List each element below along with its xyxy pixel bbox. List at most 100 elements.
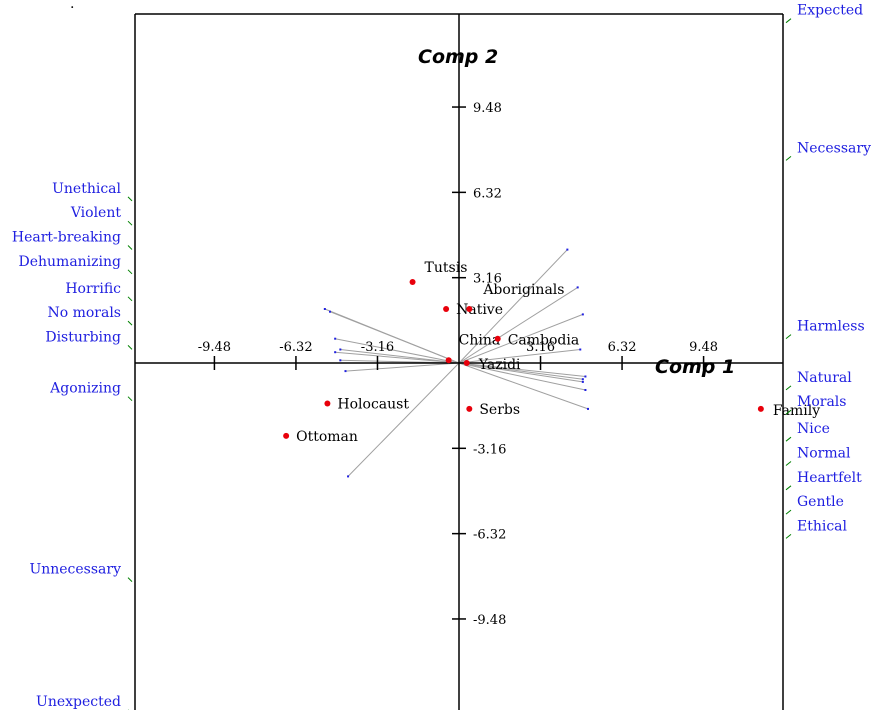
attribute-marker (127, 269, 133, 275)
loading-tip (576, 286, 579, 289)
loading-tip (334, 337, 337, 340)
attribute-label-right: Nice (797, 421, 830, 437)
attribute-marker (785, 18, 792, 24)
attribute-marker (785, 534, 792, 539)
loading-tip (323, 308, 326, 310)
attribute-label-left: Agonizing (49, 381, 121, 397)
loading-tip (566, 248, 569, 251)
point-label: Ottoman (296, 429, 358, 445)
loading-vector (458, 362, 583, 380)
attribute-marker (127, 345, 133, 350)
point-label: Cambodia (508, 333, 580, 349)
data-point (463, 360, 470, 366)
attribute-label-right: Normal (797, 446, 851, 462)
x-tick-label: -6.32 (279, 340, 312, 355)
attribute-label-right: Harmless (797, 319, 865, 335)
data-point (409, 279, 416, 285)
y-tick-label: 9.48 (473, 101, 502, 116)
attribute-label-left: Heart-breaking (12, 230, 121, 246)
attribute-label-left: Unnecessary (29, 562, 121, 578)
attribute-label-left: Dehumanizing (19, 254, 122, 270)
x-tick-label: 9.48 (689, 340, 718, 355)
loading-tip (584, 389, 587, 391)
loading-vector (458, 313, 584, 364)
loading-tip (579, 348, 582, 351)
data-point (466, 306, 473, 312)
y-tick-label: -3.16 (473, 442, 506, 457)
loading-vector (458, 362, 589, 410)
attribute-label-right: Necessary (797, 140, 871, 156)
loading-tip (339, 348, 342, 351)
attribute-label-right: Morals (797, 394, 846, 410)
attribute-label-left: Violent (70, 205, 122, 221)
attribute-label-left: No morals (47, 305, 121, 321)
axes: -9.48 -6.32 -3.16 3.16 6.32 9.48 9.48 6.32 3.16 -… (135, 14, 783, 710)
attribute-label-right: Ethical (797, 518, 848, 534)
loading-tip (581, 380, 584, 383)
point-label: Aboriginals (482, 282, 564, 298)
attribute-label-left: Disturbing (45, 329, 121, 345)
loading-vector (458, 362, 586, 391)
attribute-marker (785, 156, 792, 161)
loading-vector (335, 338, 460, 364)
attribute-label-right: Expected (797, 3, 863, 19)
loading-tip (584, 375, 587, 378)
loading-tip (347, 475, 350, 478)
point-label: Serbs (479, 402, 520, 418)
loading-vector (335, 351, 460, 364)
attribute-label-right: Heartfelt (797, 470, 862, 486)
loading-vector (458, 362, 586, 377)
data-point (445, 357, 452, 364)
attribute-marker (127, 220, 133, 226)
point-label: Tutsis (425, 260, 468, 276)
attribute-marker (127, 577, 133, 582)
attribute-marker (127, 296, 133, 302)
data-point (324, 400, 331, 407)
attribute-marker (785, 509, 792, 515)
point-label: Holocaust (337, 397, 409, 413)
data-points: Tutsis Native Aboriginals China Cambodia Yazi… (283, 260, 820, 445)
x-tick-label: -3.16 (361, 340, 394, 355)
attribute-marker (785, 436, 792, 442)
loading-vector (340, 349, 460, 364)
loading-vector (329, 311, 460, 364)
attribute-marker (127, 396, 133, 402)
loading-vector (458, 286, 578, 364)
x-axis-title: Comp 1 (655, 356, 735, 378)
x-tick-label: 3.16 (526, 340, 555, 355)
attribute-marker (785, 385, 792, 391)
y-tick-label: 3.16 (473, 272, 502, 287)
loading-tip (581, 313, 584, 316)
attribute-marker (785, 485, 792, 491)
loading-vector (458, 249, 568, 364)
attribute-labels: Unethical Violent Heart-breaking Dehumanizi… (12, 3, 871, 710)
x-tick-label: 6.32 (608, 340, 637, 355)
x-tick-label: -9.48 (198, 340, 231, 355)
loading-tip (344, 370, 347, 373)
y-axis-title: Comp 2 (418, 46, 498, 68)
attribute-label-left: Unexpected (36, 694, 121, 710)
loading-vector (345, 362, 460, 372)
stray-mark: . (70, 0, 74, 12)
loading-vector (458, 349, 581, 364)
loading-tip (339, 359, 342, 362)
attribute-marker (127, 196, 133, 202)
y-tick-label: 6.32 (473, 186, 502, 201)
loading-tip (581, 378, 584, 381)
attribute-label-right: Gentle (797, 494, 844, 510)
point-label: Family (773, 403, 820, 419)
data-point (283, 432, 290, 439)
attribute-marker (785, 461, 792, 466)
loading-vector (347, 362, 460, 477)
attribute-marker (785, 409, 792, 415)
point-label: Yazidi (478, 357, 521, 373)
attribute-label-left: Unethical (52, 181, 121, 197)
loading-tip (334, 351, 337, 354)
attribute-marker (127, 245, 133, 250)
attribute-label-right: Natural (797, 370, 852, 386)
y-tick-label: -9.48 (473, 613, 506, 628)
loading-tip (329, 310, 331, 313)
data-point (757, 405, 764, 412)
point-label: China (459, 332, 501, 348)
